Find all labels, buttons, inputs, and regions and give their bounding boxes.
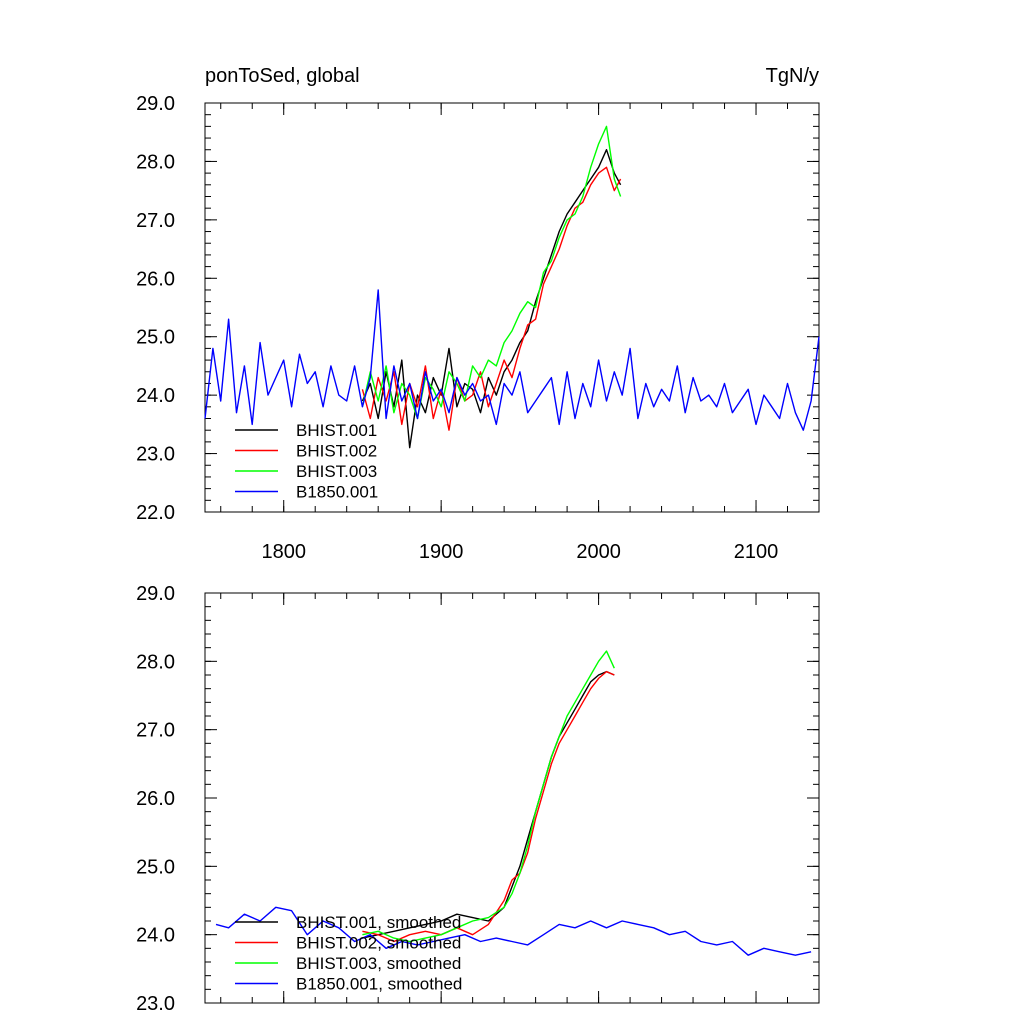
legend-label: BHIST.003, smoothed: [296, 954, 461, 973]
y-tick-label: 27.0: [136, 720, 175, 742]
legend-label: BHIST.001: [296, 421, 377, 440]
series-line-3: [215, 906, 812, 956]
series-line-3: [204, 289, 820, 431]
series-line-0: [362, 670, 615, 939]
y-tick-label: 24.0: [136, 385, 175, 407]
y-tick-label: 23.0: [136, 993, 175, 1015]
panel-1-frame: [204, 102, 820, 513]
legend-label: B1850.001: [296, 483, 378, 502]
y-tick-label: 22.0: [136, 502, 175, 524]
legend-label: BHIST.002: [296, 442, 377, 461]
series-line-1: [362, 670, 615, 943]
y-tick-label: 29.0: [136, 583, 175, 605]
panel-1: ponToSed, global TgN/y 22.023.024.025.02…: [136, 65, 820, 563]
series-line-0: [361, 148, 622, 449]
y-tick-label: 26.0: [136, 788, 175, 810]
y-tick-label: 25.0: [136, 327, 175, 349]
y-tick-label: 28.0: [136, 151, 175, 173]
x-tick-label: 1900: [419, 541, 464, 563]
panel-2-series: [215, 650, 812, 956]
panel-2-legend: BHIST.001, smoothed BHIST.002, smoothedBH…: [235, 913, 462, 994]
legend-label: BHIST.002, smoothed: [296, 934, 461, 953]
x-tick-label: 1800: [261, 541, 306, 563]
legend-label: BHIST.003: [296, 462, 377, 481]
y-tick-label: 26.0: [136, 268, 175, 290]
legend-label: BHIST.001, smoothed: [296, 913, 461, 932]
y-tick-label: 24.0: [136, 925, 175, 947]
x-tick-label: 2000: [576, 541, 621, 563]
panel-1-title-left: ponToSed, global: [205, 65, 360, 87]
panel-2-ticks: 23.0 24.0 25.0 26.0 27.0 28.0 29.0: [136, 583, 820, 1015]
y-tick-label: 23.0: [136, 444, 175, 466]
panel-1-ticks: 22.0 23.0 24.0 25.0 26.0 27.0 28.0 29.0 1800 1900…: [136, 93, 820, 563]
y-tick-label: 28.0: [136, 651, 175, 673]
panel-1-series: [204, 125, 820, 449]
panel-1-title-right: TgN/y: [766, 65, 819, 87]
y-tick-label: 29.0: [136, 93, 175, 115]
y-tick-label: 25.0: [136, 856, 175, 878]
x-tick-label: 2100: [734, 541, 779, 563]
legend-label: B1850.001, smoothed: [296, 975, 462, 994]
series-line-2: [362, 650, 615, 943]
panel-2: 23.0 24.0 25.0 26.0 27.0 28.0 29.0 BHIST.001, …: [136, 583, 820, 1015]
y-tick-label: 27.0: [136, 210, 175, 232]
series-line-2: [361, 125, 622, 420]
